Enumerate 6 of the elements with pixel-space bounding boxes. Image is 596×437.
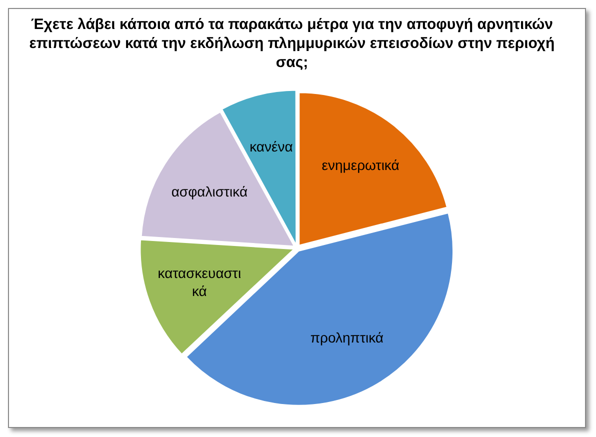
slice-label: ενημερωτικά: [322, 156, 400, 173]
chart-title: Έχετε λάβει κάποια από τα παρακάτω μέτρα για την αποφυγή αρνητικών επιπτώσεων κατά την εκδήλωση πλημμυρικών επεισοδίων στην περιοχή σας;: [28, 15, 556, 72]
slice-label: κατασκευαστικά: [158, 264, 242, 299]
slice-label: κανένα: [250, 138, 293, 154]
slice-label: ασφαλιστικά: [171, 183, 248, 200]
slice-label: προληπτικά: [310, 330, 384, 346]
